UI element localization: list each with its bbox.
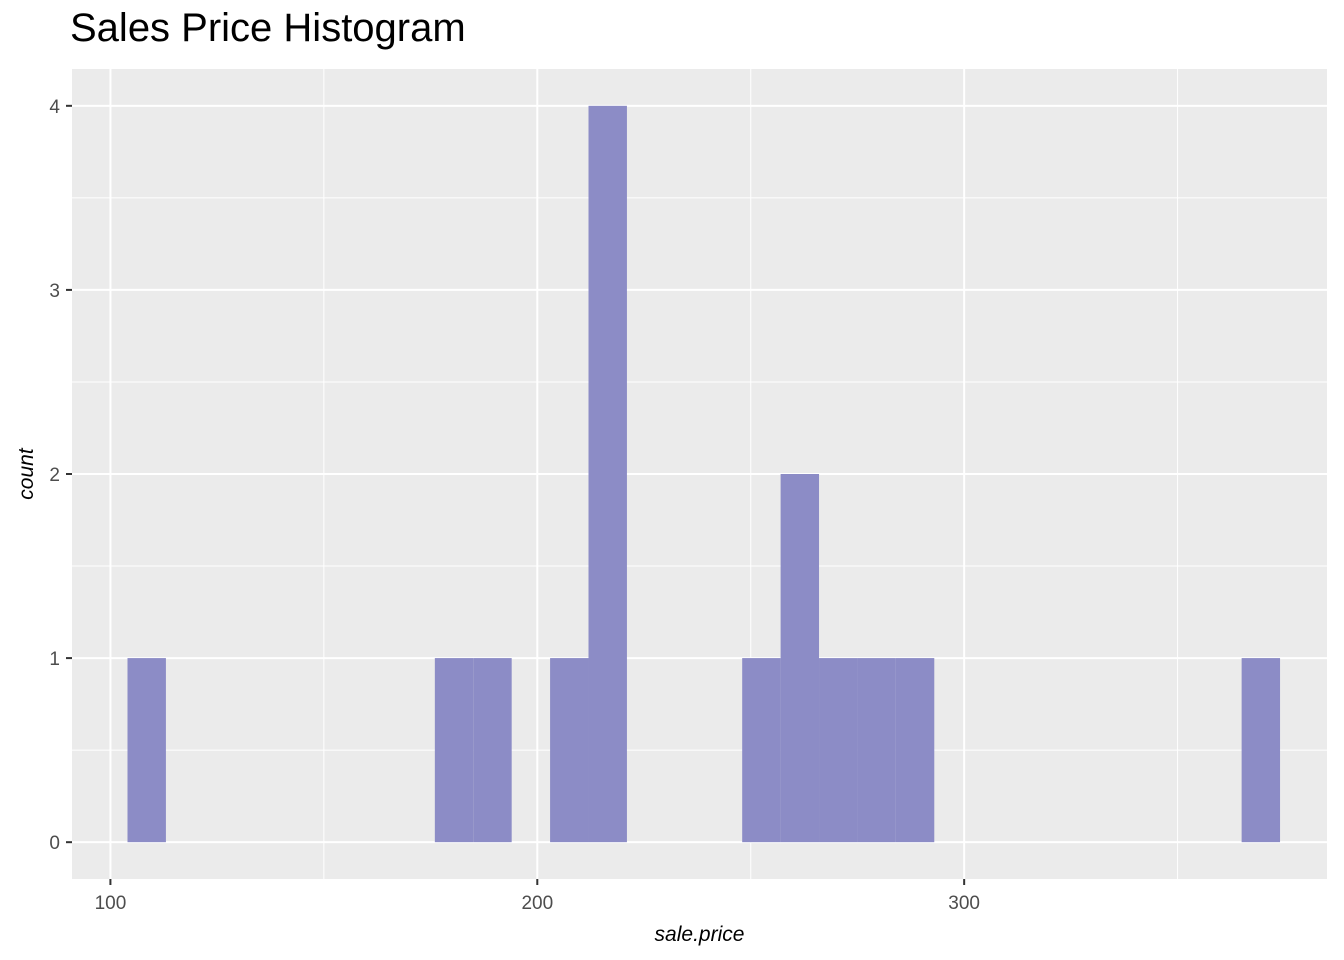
y-tick-label: 2 [49,465,60,486]
axis-tick-labels: 100 200 300 0 1 2 3 4 [49,97,980,914]
y-axis-title: count [15,447,38,500]
chart-title: Sales Price Histogram [70,6,466,50]
histogram-bar [857,658,896,843]
x-axis-title: sale.price [655,923,745,946]
y-tick-label: 0 [49,833,60,854]
x-tick-label: 100 [95,893,127,914]
x-tick-label: 300 [948,893,980,914]
histogram-bar [588,105,627,843]
axis-ticks [66,104,966,885]
y-tick-label: 1 [49,649,60,670]
histogram-bar [1241,658,1281,843]
histogram-bars [127,105,1281,843]
histogram-bar [895,658,935,843]
y-tick-label: 4 [49,97,60,118]
histogram-bar [434,658,474,843]
y-tick-label: 3 [49,281,60,302]
histogram-bar [780,474,820,843]
histogram-bar [127,658,166,843]
histogram-bar [819,658,858,843]
histogram-bar [473,658,512,843]
x-tick-label: 200 [521,893,553,914]
histogram-bar [742,658,781,843]
major-gridlines [72,69,1327,879]
histogram-bar [550,658,589,843]
